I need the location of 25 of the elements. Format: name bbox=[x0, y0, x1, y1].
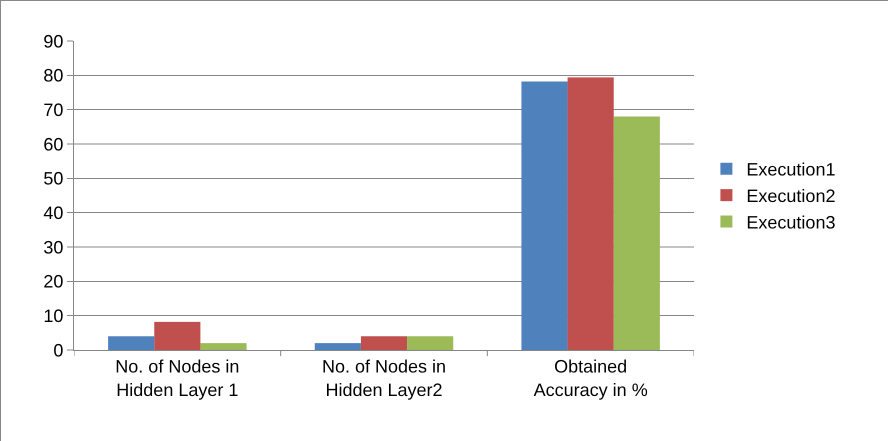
bar bbox=[108, 336, 154, 350]
y-tick-label: 60 bbox=[43, 134, 64, 154]
x-tick-label: No. of Nodes in Hidden Layer 1 bbox=[115, 356, 240, 400]
legend-label: Execution2 bbox=[746, 186, 836, 206]
y-tick-label: 90 bbox=[43, 31, 64, 52]
bar bbox=[521, 82, 568, 350]
y-tick-label: 10 bbox=[43, 306, 64, 326]
bar bbox=[314, 343, 361, 350]
y-tick-label: 40 bbox=[43, 202, 64, 223]
legend-label: Execution3 bbox=[746, 212, 836, 233]
y-tick-label: 80 bbox=[43, 66, 64, 86]
legend-label: Execution1 bbox=[746, 160, 836, 180]
y-tick-label: 0 bbox=[53, 340, 64, 360]
x-tick-label: No. of Nodes in Hidden Layer2 bbox=[322, 356, 446, 400]
x-tick-label: Obtained Accuracy in % bbox=[534, 356, 648, 400]
bar bbox=[200, 343, 247, 350]
bar bbox=[154, 322, 200, 350]
y-tick-label: 70 bbox=[43, 100, 64, 120]
bar bbox=[568, 77, 614, 350]
y-tick-label: 30 bbox=[43, 237, 64, 258]
y-tick-label: 50 bbox=[43, 168, 64, 189]
y-tick-label: 20 bbox=[43, 272, 64, 292]
bar bbox=[614, 116, 660, 350]
bar bbox=[360, 336, 408, 350]
bar bbox=[407, 336, 454, 350]
